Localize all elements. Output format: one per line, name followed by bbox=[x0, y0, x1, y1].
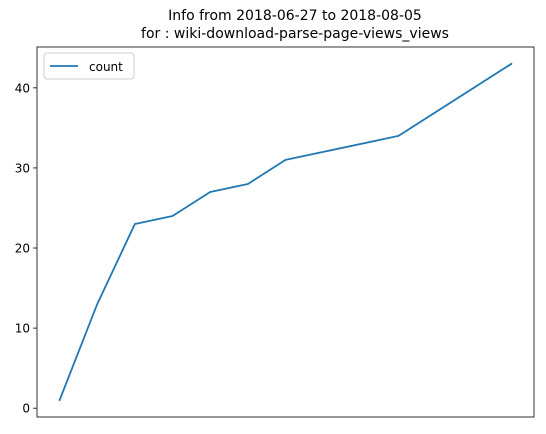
legend: count bbox=[44, 53, 134, 79]
chart-title-line2: for : wiki-download-parse-page-views_vie… bbox=[141, 26, 449, 42]
y-tick-label: 30 bbox=[15, 161, 30, 175]
y-tick-label: 40 bbox=[15, 81, 30, 95]
plot-area bbox=[37, 47, 534, 417]
chart-title-line1: Info from 2018-06-27 to 2018-08-05 bbox=[168, 8, 422, 24]
y-tick-label: 10 bbox=[15, 322, 30, 336]
y-tick-label: 0 bbox=[22, 402, 30, 416]
y-tick-label: 20 bbox=[15, 242, 30, 256]
plot-frame bbox=[37, 47, 534, 417]
series-line-count bbox=[60, 64, 512, 400]
y-axis: 0 10 20 30 40 bbox=[15, 81, 37, 415]
legend-label-count: count bbox=[89, 60, 123, 74]
